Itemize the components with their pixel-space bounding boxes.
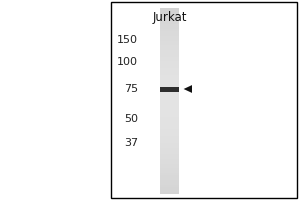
Bar [160, 138, 179, 141]
Bar [160, 57, 179, 59]
Bar [160, 152, 179, 154]
Bar [160, 131, 179, 134]
Text: Jurkat: Jurkat [152, 11, 187, 24]
Bar [160, 159, 179, 161]
Text: 50: 50 [124, 114, 138, 124]
Bar [160, 71, 179, 73]
Bar [160, 20, 179, 22]
Bar [160, 182, 179, 185]
Bar [160, 175, 179, 178]
Bar [160, 36, 179, 38]
Bar [160, 64, 179, 66]
Bar [160, 94, 179, 96]
Bar [160, 52, 179, 54]
Bar [160, 31, 179, 34]
Polygon shape [184, 85, 192, 93]
Bar [160, 106, 179, 108]
Bar [160, 45, 179, 48]
Bar [160, 92, 179, 94]
Bar [160, 101, 179, 103]
Bar [160, 150, 179, 152]
Bar [160, 171, 179, 173]
Bar [160, 113, 179, 115]
Bar [160, 17, 179, 20]
Bar [160, 78, 179, 80]
Bar [160, 103, 179, 106]
Bar [160, 82, 179, 85]
Text: 37: 37 [124, 138, 138, 148]
Bar [160, 108, 179, 110]
Bar [160, 89, 179, 92]
Bar [160, 29, 179, 31]
Bar [160, 54, 179, 57]
Bar [160, 185, 179, 187]
Bar [160, 96, 179, 99]
Bar [160, 61, 179, 64]
Bar [160, 154, 179, 157]
Bar [160, 87, 179, 89]
Text: 75: 75 [124, 84, 138, 94]
Bar [160, 148, 179, 150]
Bar [160, 34, 179, 36]
Bar [160, 110, 179, 113]
Bar [160, 134, 179, 136]
Bar [160, 168, 179, 171]
Bar [160, 13, 179, 15]
Bar [160, 164, 179, 166]
Bar [160, 115, 179, 117]
Bar [160, 143, 179, 145]
Bar [160, 99, 179, 101]
Bar [160, 173, 179, 175]
Bar [160, 8, 179, 10]
Bar [160, 120, 179, 122]
Bar [111, 2, 297, 198]
Bar [160, 41, 179, 43]
Bar [160, 141, 179, 143]
Bar [160, 15, 179, 17]
Bar [160, 166, 179, 168]
Text: 150: 150 [117, 35, 138, 45]
Bar [160, 59, 179, 61]
Text: 100: 100 [117, 57, 138, 67]
Bar [160, 43, 179, 45]
Bar [160, 50, 179, 52]
Bar [160, 38, 179, 41]
Bar [160, 24, 179, 27]
Bar [160, 8, 179, 194]
Bar [160, 129, 179, 131]
Bar [160, 189, 179, 192]
Bar [160, 136, 179, 138]
Bar [160, 178, 179, 180]
Bar [160, 66, 179, 68]
Bar [160, 145, 179, 148]
Bar [160, 161, 179, 164]
Bar [160, 122, 179, 124]
Bar [160, 127, 179, 129]
Bar [160, 180, 179, 182]
Bar [160, 27, 179, 29]
Bar [160, 22, 179, 24]
Bar [160, 48, 179, 50]
Bar [160, 124, 179, 127]
Bar [160, 10, 179, 13]
Bar [160, 73, 179, 75]
Bar [160, 187, 179, 189]
Bar [160, 117, 179, 120]
Bar [160, 75, 179, 78]
Bar [160, 192, 179, 194]
Bar [160, 86, 179, 92]
Bar [160, 68, 179, 71]
Bar [160, 85, 179, 87]
Bar [160, 157, 179, 159]
Bar [160, 80, 179, 82]
